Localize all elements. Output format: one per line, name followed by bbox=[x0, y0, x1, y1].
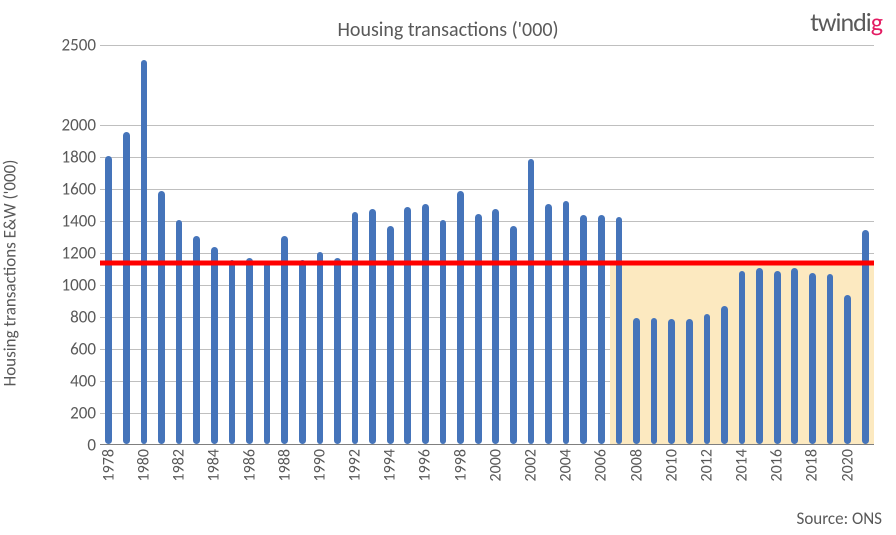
y-tick-label: 800 bbox=[40, 307, 96, 328]
y-tick-label: 2000 bbox=[40, 115, 96, 136]
x-tick-label: 2016 bbox=[768, 449, 787, 481]
plot-area bbox=[100, 45, 874, 445]
bar bbox=[686, 319, 693, 444]
bar bbox=[105, 156, 112, 444]
x-tick-label: 1986 bbox=[240, 449, 259, 481]
y-tick-label: 1200 bbox=[40, 243, 96, 264]
y-tick-label: 600 bbox=[40, 339, 96, 360]
bar bbox=[141, 60, 148, 444]
reference-line bbox=[100, 261, 874, 266]
x-tick-label: 2020 bbox=[838, 449, 857, 481]
bar bbox=[580, 215, 587, 444]
x-axis-labels: 1978 1980 1982 1984 1986 1988 1990 1992 1994 1996… bbox=[100, 449, 874, 503]
bar bbox=[739, 271, 746, 444]
x-tick-label: 1982 bbox=[170, 449, 189, 481]
bar bbox=[844, 295, 851, 444]
x-tick-label: 1980 bbox=[134, 449, 153, 481]
y-tick-label: 200 bbox=[40, 403, 96, 424]
y-tick-label: 400 bbox=[40, 371, 96, 392]
bar bbox=[616, 217, 623, 444]
grid-line bbox=[100, 157, 874, 158]
x-tick-label: 1984 bbox=[205, 449, 224, 481]
x-tick-label: 2008 bbox=[627, 449, 646, 481]
x-tick-label: 2002 bbox=[521, 449, 540, 481]
x-tick-label: 2018 bbox=[803, 449, 822, 481]
bar bbox=[704, 314, 711, 444]
bar bbox=[229, 260, 236, 444]
grid-line bbox=[100, 125, 874, 126]
y-tick-label: 1600 bbox=[40, 179, 96, 200]
bar bbox=[246, 258, 253, 444]
bar bbox=[827, 274, 834, 444]
bar bbox=[369, 209, 376, 444]
grid-line bbox=[100, 189, 874, 190]
bar bbox=[158, 191, 165, 444]
bar bbox=[510, 226, 517, 444]
bar bbox=[563, 201, 570, 444]
bar bbox=[317, 252, 324, 444]
bar bbox=[299, 260, 306, 444]
grid-line bbox=[100, 45, 874, 46]
bar bbox=[528, 159, 535, 444]
y-tick-label: 2500 bbox=[40, 35, 96, 56]
bar bbox=[211, 247, 218, 444]
source-label: Source: ONS bbox=[797, 508, 882, 529]
bar bbox=[791, 268, 798, 444]
y-axis-title: Housing transactions E&W ('000) bbox=[0, 159, 21, 386]
bar bbox=[756, 268, 763, 444]
bar bbox=[545, 204, 552, 444]
y-axis-ticks: 0200400600800100012001400160018002000250… bbox=[40, 45, 96, 445]
chart-title: Housing transactions ('000) bbox=[0, 18, 896, 42]
bar bbox=[633, 318, 640, 444]
bar bbox=[492, 209, 499, 444]
bar bbox=[598, 215, 605, 444]
bar bbox=[475, 214, 482, 444]
x-tick-label: 2010 bbox=[662, 449, 681, 481]
x-tick-label: 2014 bbox=[733, 449, 752, 481]
x-tick-label: 2006 bbox=[592, 449, 611, 481]
x-tick-label: 1996 bbox=[416, 449, 435, 481]
x-tick-label: 1992 bbox=[346, 449, 365, 481]
bar bbox=[387, 226, 394, 444]
x-tick-label: 1998 bbox=[451, 449, 470, 481]
y-tick-label: 1400 bbox=[40, 211, 96, 232]
x-tick-label: 1988 bbox=[275, 449, 294, 481]
grid-line bbox=[100, 221, 874, 222]
bar bbox=[774, 271, 781, 444]
x-tick-label: 2000 bbox=[486, 449, 505, 481]
bar bbox=[440, 220, 447, 444]
bar bbox=[404, 207, 411, 444]
y-tick-label: 1000 bbox=[40, 275, 96, 296]
bar bbox=[651, 318, 658, 444]
x-tick-label: 1994 bbox=[381, 449, 400, 481]
bar bbox=[176, 220, 183, 444]
bar bbox=[809, 273, 816, 444]
x-tick-label: 2004 bbox=[557, 449, 576, 481]
bar bbox=[193, 236, 200, 444]
bar bbox=[668, 319, 675, 444]
bar bbox=[352, 212, 359, 444]
y-tick-label: 0 bbox=[40, 435, 96, 456]
bar bbox=[123, 132, 130, 444]
x-tick-label: 1990 bbox=[310, 449, 329, 481]
chart-area: Housing transactions E&W ('000) 02004006… bbox=[40, 45, 884, 500]
bar bbox=[422, 204, 429, 444]
bar bbox=[281, 236, 288, 444]
bar bbox=[721, 306, 728, 444]
x-tick-label: 2012 bbox=[697, 449, 716, 481]
y-tick-label: 1800 bbox=[40, 147, 96, 168]
x-tick-label: 1978 bbox=[99, 449, 118, 481]
bar bbox=[334, 258, 341, 444]
bar bbox=[457, 191, 464, 444]
bar bbox=[264, 263, 271, 444]
